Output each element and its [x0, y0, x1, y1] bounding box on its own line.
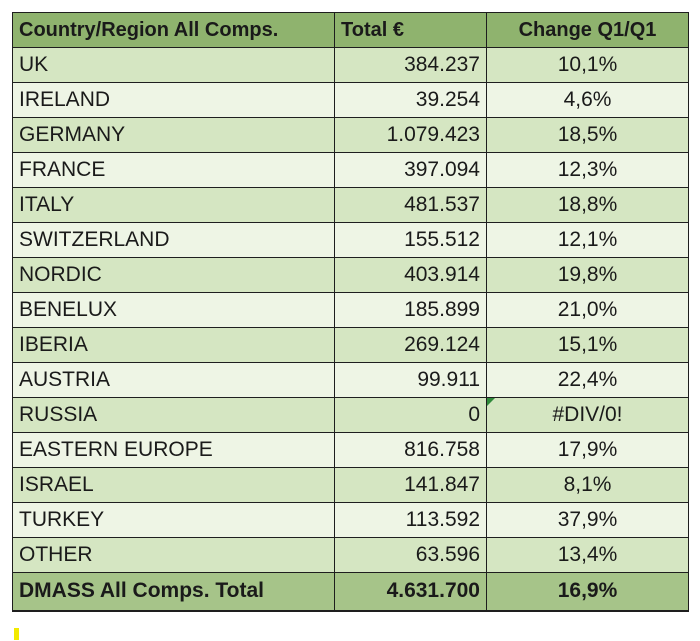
error-value: #DIV/0!: [552, 403, 623, 426]
change-cell[interactable]: 8,1%: [486, 467, 689, 503]
change-cell[interactable]: 18,8%: [486, 187, 689, 223]
total-cell[interactable]: 63.596: [334, 537, 487, 573]
table-row: TURKEY 113.592 37,9%: [12, 502, 689, 538]
change-cell[interactable]: 13,4%: [486, 537, 689, 573]
highlight-mark: [14, 628, 19, 640]
table-row: AUSTRIA 99.911 22,4%: [12, 362, 689, 398]
country-totals-table: Country/Region All Comps. Total € Change…: [12, 12, 689, 612]
total-cell[interactable]: 397.094: [334, 152, 487, 188]
change-cell[interactable]: 12,1%: [486, 222, 689, 258]
table-row: FRANCE 397.094 12,3%: [12, 152, 689, 188]
total-cell[interactable]: 155.512: [334, 222, 487, 258]
change-cell[interactable]: 19,8%: [486, 257, 689, 293]
change-cell[interactable]: 37,9%: [486, 502, 689, 538]
grand-total-cell[interactable]: 4.631.700: [334, 572, 487, 612]
change-cell[interactable]: 18,5%: [486, 117, 689, 153]
total-cell[interactable]: 141.847: [334, 467, 487, 503]
error-indicator-icon: [487, 398, 495, 406]
total-cell[interactable]: 0: [334, 397, 487, 433]
total-change-cell[interactable]: 16,9%: [486, 572, 689, 612]
total-cell[interactable]: 113.592: [334, 502, 487, 538]
country-cell[interactable]: RUSSIA: [12, 397, 335, 433]
table-row: OTHER 63.596 13,4%: [12, 537, 689, 573]
table-row: RUSSIA 0 #DIV/0!: [12, 397, 689, 433]
header-total[interactable]: Total €: [334, 12, 487, 48]
country-cell[interactable]: GERMANY: [12, 117, 335, 153]
total-label-cell[interactable]: DMASS All Comps. Total: [12, 572, 335, 612]
header-change[interactable]: Change Q1/Q1: [486, 12, 689, 48]
country-cell[interactable]: IRELAND: [12, 82, 335, 118]
total-cell[interactable]: 403.914: [334, 257, 487, 293]
table-row: BENELUX 185.899 21,0%: [12, 292, 689, 328]
country-cell[interactable]: ITALY: [12, 187, 335, 223]
table-row: NORDIC 403.914 19,8%: [12, 257, 689, 293]
change-cell[interactable]: 22,4%: [486, 362, 689, 398]
total-row: DMASS All Comps. Total 4.631.700 16,9%: [12, 572, 689, 612]
country-cell[interactable]: IBERIA: [12, 327, 335, 363]
table-row: ITALY 481.537 18,8%: [12, 187, 689, 223]
table-row: IBERIA 269.124 15,1%: [12, 327, 689, 363]
change-cell[interactable]: 12,3%: [486, 152, 689, 188]
table-row: GERMANY 1.079.423 18,5%: [12, 117, 689, 153]
country-cell[interactable]: AUSTRIA: [12, 362, 335, 398]
table-row: SWITZERLAND 155.512 12,1%: [12, 222, 689, 258]
change-cell[interactable]: 4,6%: [486, 82, 689, 118]
total-cell[interactable]: 1.079.423: [334, 117, 487, 153]
change-cell-error[interactable]: #DIV/0!: [486, 397, 689, 433]
change-cell[interactable]: 15,1%: [486, 327, 689, 363]
total-cell[interactable]: 99.911: [334, 362, 487, 398]
country-cell[interactable]: ISRAEL: [12, 467, 335, 503]
total-cell[interactable]: 384.237: [334, 47, 487, 83]
country-cell[interactable]: TURKEY: [12, 502, 335, 538]
total-cell[interactable]: 481.537: [334, 187, 487, 223]
change-cell[interactable]: 10,1%: [486, 47, 689, 83]
header-country[interactable]: Country/Region All Comps.: [12, 12, 335, 48]
table-row: ISRAEL 141.847 8,1%: [12, 467, 689, 503]
header-row: Country/Region All Comps. Total € Change…: [12, 12, 689, 48]
total-cell[interactable]: 39.254: [334, 82, 487, 118]
total-cell[interactable]: 816.758: [334, 432, 487, 468]
total-cell[interactable]: 269.124: [334, 327, 487, 363]
country-cell[interactable]: NORDIC: [12, 257, 335, 293]
country-cell[interactable]: BENELUX: [12, 292, 335, 328]
total-cell[interactable]: 185.899: [334, 292, 487, 328]
country-cell[interactable]: FRANCE: [12, 152, 335, 188]
country-cell[interactable]: SWITZERLAND: [12, 222, 335, 258]
table-row: EASTERN EUROPE 816.758 17,9%: [12, 432, 689, 468]
country-cell[interactable]: EASTERN EUROPE: [12, 432, 335, 468]
spreadsheet-table-area: Country/Region All Comps. Total € Change…: [12, 12, 689, 630]
change-cell[interactable]: 21,0%: [486, 292, 689, 328]
table-row: UK 384.237 10,1%: [12, 47, 689, 83]
country-cell[interactable]: UK: [12, 47, 335, 83]
table-row: IRELAND 39.254 4,6%: [12, 82, 689, 118]
change-cell[interactable]: 17,9%: [486, 432, 689, 468]
country-cell[interactable]: OTHER: [12, 537, 335, 573]
